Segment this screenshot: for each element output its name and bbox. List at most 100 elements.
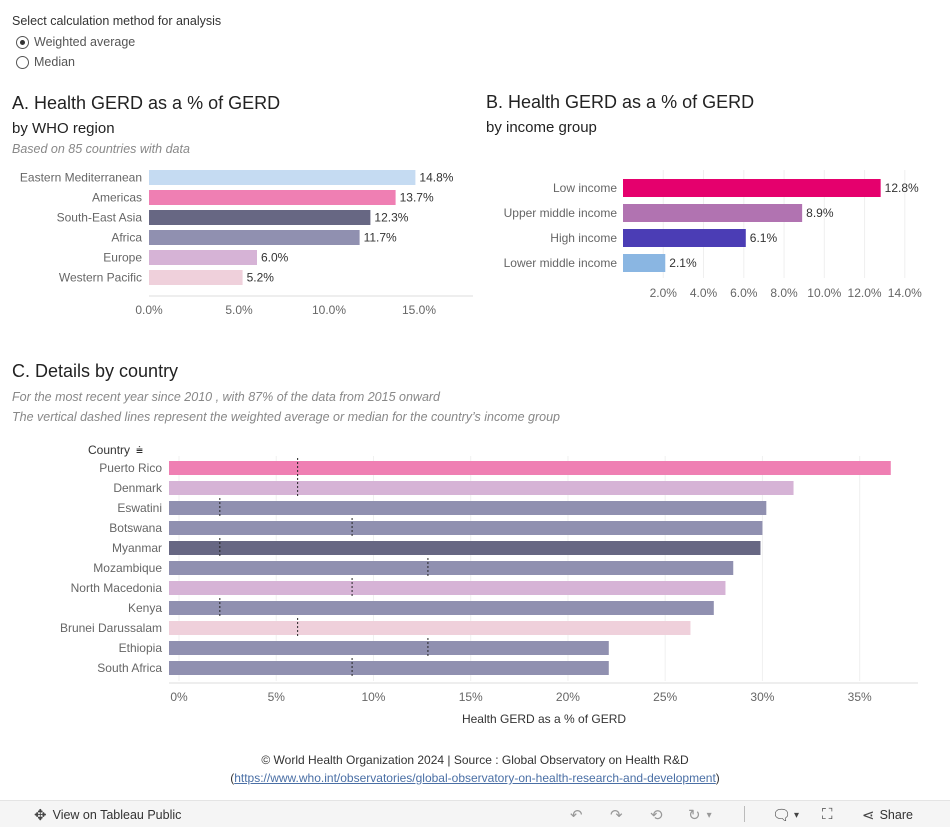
bar <box>169 621 691 635</box>
bar <box>169 501 767 515</box>
country-label: Brunei Darussalam <box>60 621 162 635</box>
category-label: Western Pacific <box>59 271 142 285</box>
bar <box>149 170 416 185</box>
tableau-toolbar: ✥ View on Tableau Public ↶ ↷ ⟲ ↻ ▾ 🗨 ▾ ⛶ ⋖… <box>0 800 950 827</box>
pause-dropdown-icon: ▾ <box>706 809 712 821</box>
share-label: Share <box>879 808 913 822</box>
category-label: South-East Asia <box>57 211 143 225</box>
bar <box>169 461 891 475</box>
data-label: 14.8% <box>419 171 453 185</box>
bar <box>149 250 257 265</box>
x-tick-label: 30% <box>750 690 774 704</box>
radio-label: Median <box>34 55 75 69</box>
sort-icon: ⩧ <box>136 443 143 457</box>
panel-c-note-1: For the most recent year since 2010 , wi… <box>12 390 441 404</box>
comment-button[interactable]: 🗨 ▾ <box>772 806 799 824</box>
x-tick-label: 8.0% <box>770 286 798 300</box>
data-label: 6.0% <box>261 251 289 265</box>
x-tick-label: 20% <box>556 690 580 704</box>
fullscreen-button[interactable]: ⛶ <box>822 806 833 823</box>
radio-unchecked-icon[interactable] <box>16 55 29 69</box>
data-label: 11.7% <box>364 231 397 245</box>
fullscreen-icon: ⛶ <box>822 806 833 823</box>
panel-b-subtitle: by income group <box>486 119 597 136</box>
country-label: Myanmar <box>112 541 162 555</box>
country-label: Mozambique <box>93 561 162 575</box>
x-tick-label: 5.0% <box>225 303 253 317</box>
share-button[interactable]: ⋖ Share <box>862 806 913 824</box>
bar <box>169 661 609 675</box>
footer-copyright: © World Health Organization 2024 | Sourc… <box>261 753 689 767</box>
x-axis-title: Health GERD as a % of GERD <box>462 712 626 726</box>
x-tick-label: 2.0% <box>650 286 678 300</box>
view-on-tableau-button[interactable]: ✥ View on Tableau Public <box>34 806 181 824</box>
country-bar-chart: Country ⩧ Puerto Rico Denmark Eswatini Botswa… <box>60 443 918 726</box>
country-label: North Macedonia <box>71 581 163 595</box>
revert-button[interactable]: ⟲ <box>650 806 663 824</box>
category-label: Europe <box>103 251 142 265</box>
category-label: Upper middle income <box>504 206 618 220</box>
income-bar-chart: Low income 12.8% Upper middle income 8.9% Hi… <box>504 170 922 300</box>
undo-button[interactable]: ↶ <box>570 806 583 824</box>
country-column-header: Country <box>88 443 130 457</box>
x-tick-label: 12.0% <box>848 286 882 300</box>
bar <box>623 254 666 272</box>
x-tick-label: 0% <box>170 690 188 704</box>
country-label: Denmark <box>113 481 163 495</box>
bar <box>169 561 734 575</box>
footer-source-line: (https://www.who.int/observatories/globa… <box>0 771 950 785</box>
panel-c-note-2: The vertical dashed lines represent the … <box>12 410 560 424</box>
data-label: 2.1% <box>669 256 697 270</box>
panel-a-subtitle: by WHO region <box>12 120 115 137</box>
country-label: Kenya <box>128 601 162 615</box>
share-icon: ⋖ <box>862 807 875 824</box>
x-tick-label: 5% <box>268 690 286 704</box>
x-tick-label: 14.0% <box>888 286 922 300</box>
bar <box>149 230 360 245</box>
panel-b-title: B. Health GERD as a % of GERD <box>486 92 755 112</box>
bar <box>169 601 714 615</box>
x-tick-label: 10% <box>361 690 385 704</box>
comment-dropdown-icon: ▾ <box>794 809 800 821</box>
bar <box>169 481 794 495</box>
footer-source-link[interactable]: https://www.who.int/observatories/global… <box>234 771 716 785</box>
radio-median[interactable]: Median <box>16 55 75 69</box>
view-on-tableau-label: View on Tableau Public <box>52 808 182 822</box>
bar <box>169 521 763 535</box>
country-label: Eswatini <box>117 501 162 515</box>
category-label: Africa <box>111 231 142 245</box>
data-label: 5.2% <box>247 271 275 285</box>
bar <box>623 229 746 247</box>
category-label: Lower middle income <box>504 256 618 270</box>
redo-icon: ↷ <box>610 807 623 824</box>
category-label: High income <box>550 231 617 245</box>
bar <box>149 190 396 205</box>
redo-button[interactable]: ↷ <box>610 806 623 824</box>
undo-icon: ↶ <box>570 807 583 824</box>
comment-icon: 🗨 <box>772 807 792 824</box>
data-label: 12.8% <box>885 181 919 195</box>
x-tick-label: 4.0% <box>690 286 718 300</box>
x-tick-label: 10.0% <box>312 303 346 317</box>
bar <box>149 270 243 285</box>
radio-checked-icon[interactable] <box>16 35 29 49</box>
data-label: 12.3% <box>374 211 408 225</box>
bar <box>623 179 881 197</box>
radio-weighted-average[interactable]: Weighted average <box>16 35 135 49</box>
x-tick-label: 0.0% <box>135 303 163 317</box>
category-label: Americas <box>92 191 142 205</box>
country-label: Ethiopia <box>119 641 163 655</box>
category-label: Low income <box>553 181 617 195</box>
data-label: 6.1% <box>750 231 778 245</box>
toolbar-divider <box>744 806 745 822</box>
footer-open-paren: ( <box>230 771 235 785</box>
x-tick-label: 15% <box>459 690 483 704</box>
bar <box>169 641 609 655</box>
bar <box>169 541 761 555</box>
x-tick-label: 25% <box>653 690 677 704</box>
data-label: 13.7% <box>400 191 434 205</box>
pause-button[interactable]: ↻ ▾ <box>688 806 712 824</box>
country-label: South Africa <box>97 661 162 675</box>
data-label: 8.9% <box>806 206 834 220</box>
panel-a-title: A. Health GERD as a % of GERD <box>12 93 281 113</box>
